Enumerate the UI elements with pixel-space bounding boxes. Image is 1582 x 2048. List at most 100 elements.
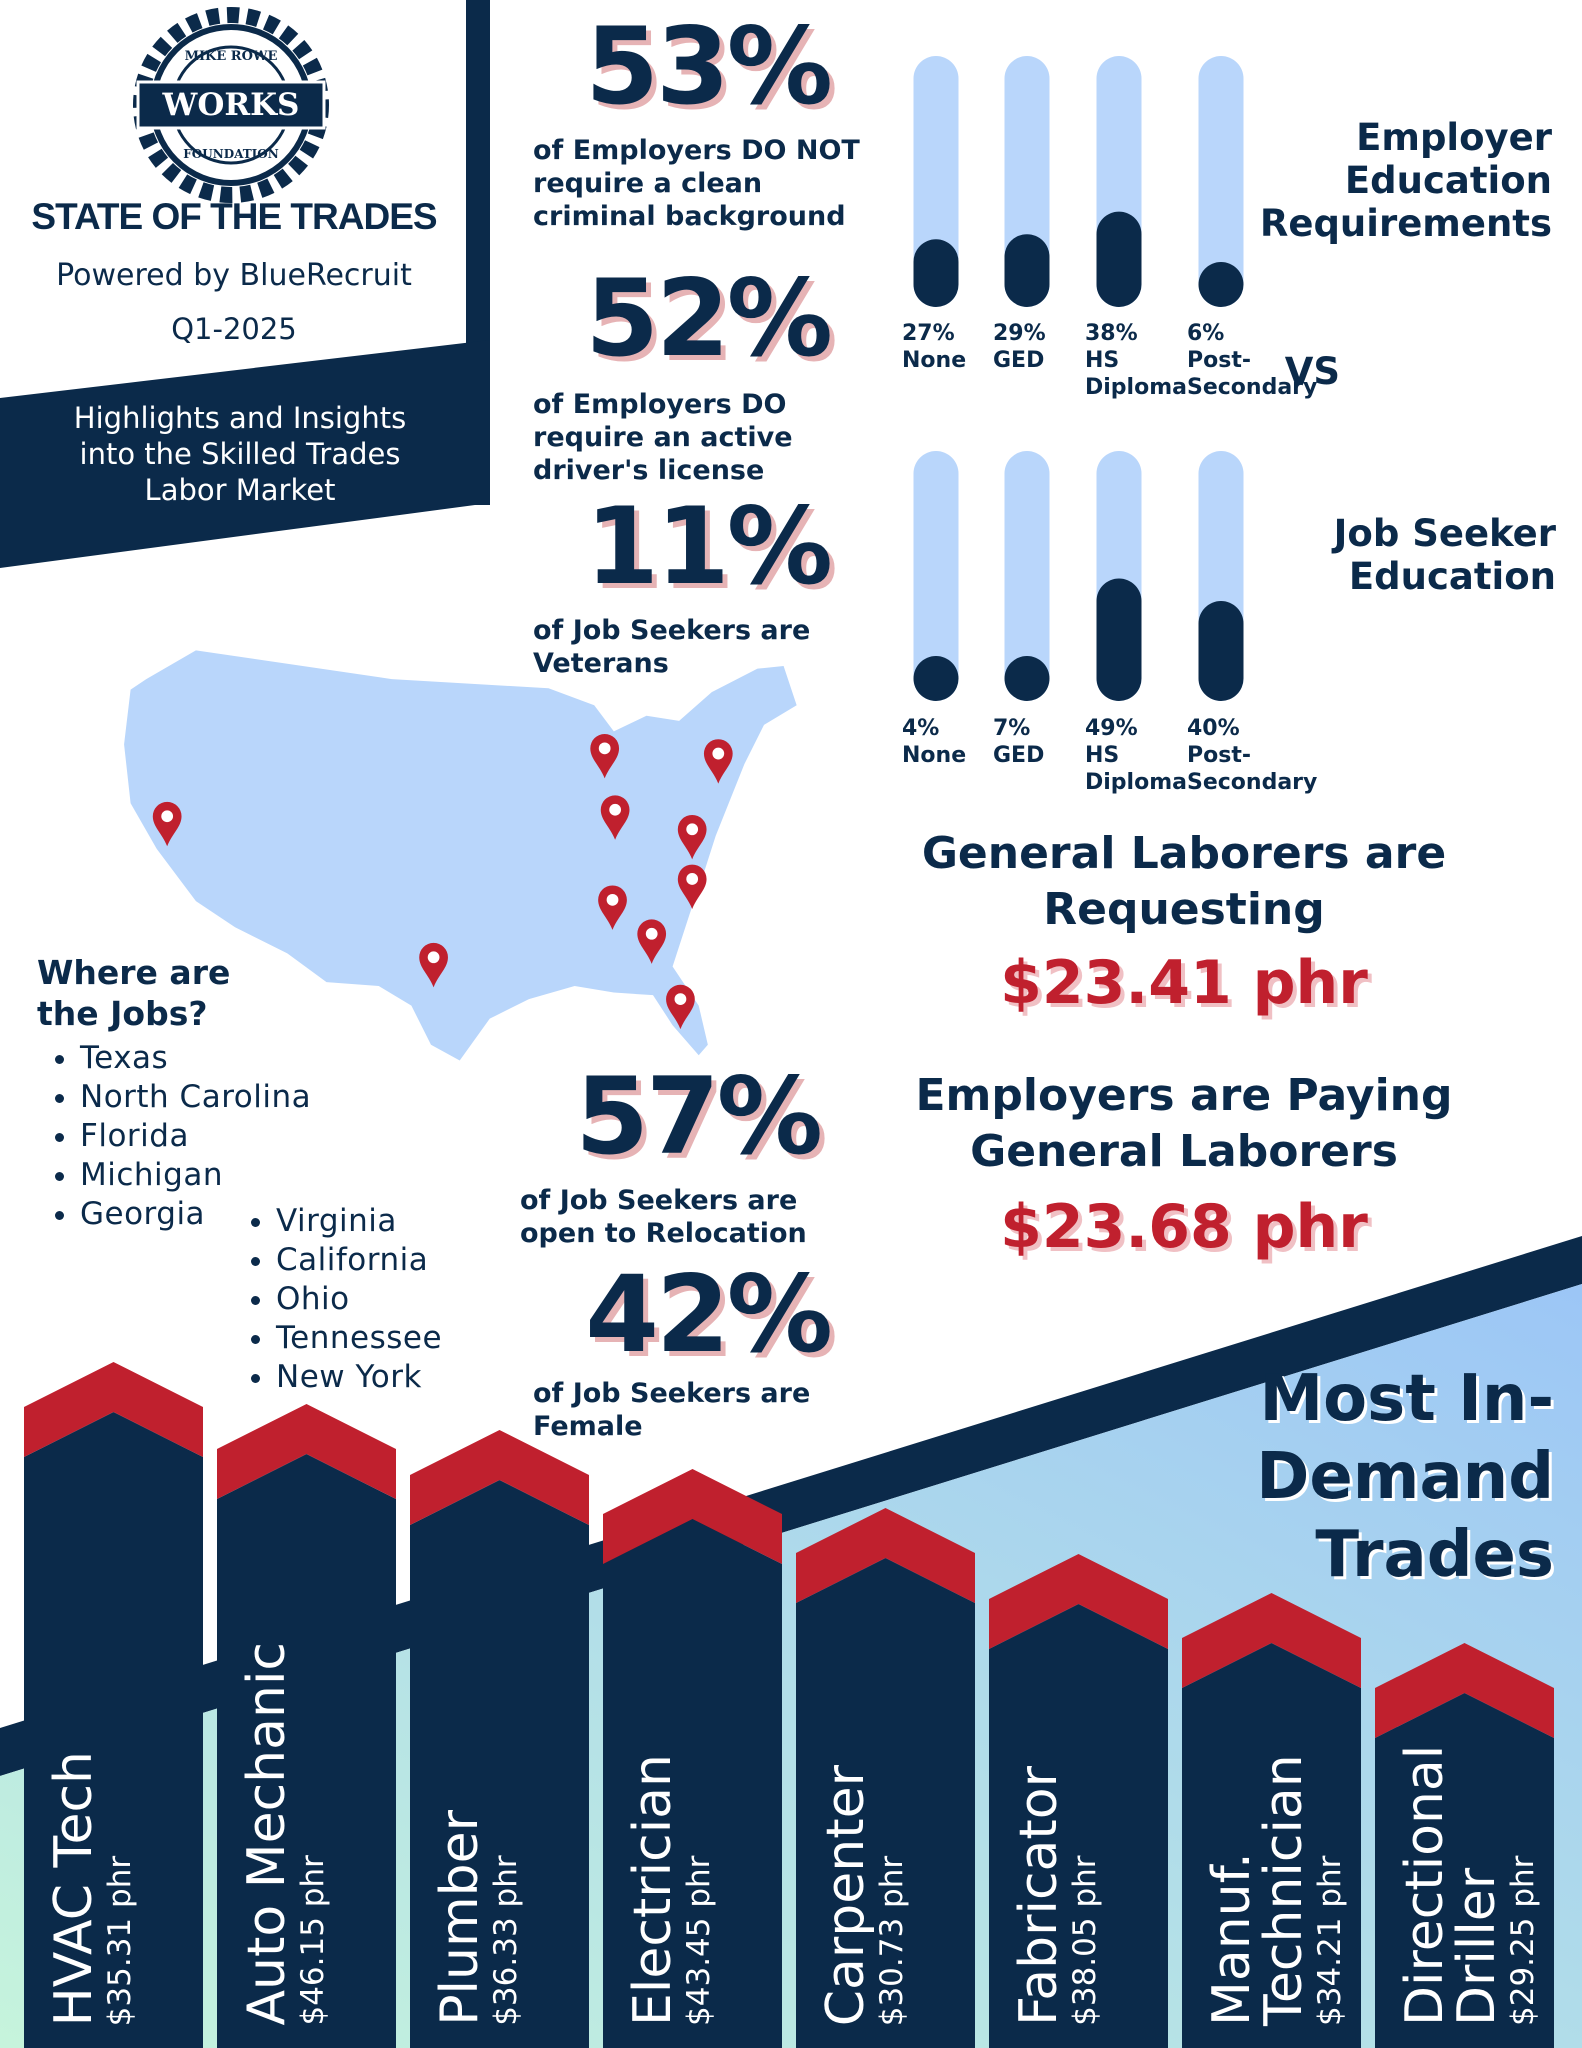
trade-chevron xyxy=(24,1362,203,1457)
trade-column xyxy=(603,1519,782,2048)
value-label: 4% xyxy=(902,716,940,741)
trade-column xyxy=(1182,1643,1361,2048)
map-pin xyxy=(598,885,627,930)
bar xyxy=(1004,656,1050,701)
trade-chevron xyxy=(989,1554,1168,1649)
value-label: 40% xyxy=(1187,716,1240,741)
stat-text: of Job Seekers are open to Relocation xyxy=(520,1185,807,1249)
category-label: HS Diploma xyxy=(1085,348,1187,400)
trade-name: Fabricator xyxy=(1009,1766,1069,2026)
map-pin-dot xyxy=(598,742,611,755)
bar-label: 27% None xyxy=(902,320,1014,374)
logo: MIKE ROWE WORKS FOUNDATION xyxy=(133,7,329,203)
trade-label: Fabricator $38.05 phr xyxy=(1009,1766,1105,2026)
value-label: 38% xyxy=(1085,321,1138,346)
tagline-band xyxy=(0,340,490,568)
stat-figure: 42% xyxy=(585,1253,833,1376)
location: Georgia xyxy=(80,1195,311,1234)
stat-figure: 53% xyxy=(585,5,833,128)
trade-columns xyxy=(24,1362,1554,2048)
bar xyxy=(1096,211,1142,307)
value-label: 7% xyxy=(993,716,1031,741)
wage-amount: $23.41 phr xyxy=(1000,948,1368,1018)
stat-text: of Employers DO NOT require a clean crim… xyxy=(533,135,860,232)
trade-wage: $35.31 phr xyxy=(102,1855,138,2026)
location: Tennessee xyxy=(276,1319,442,1358)
map-pin-dot xyxy=(674,993,687,1005)
trade-label: Carpenter $30.73 phr xyxy=(816,1764,912,2026)
bar-label: 38% HS Diploma xyxy=(1085,320,1197,401)
location: Texas xyxy=(80,1039,311,1078)
trade-wage: $30.73 phr xyxy=(874,1855,910,2026)
trade-label: Directional Driller $29.25 phr xyxy=(1395,1744,1543,2026)
trade-chevron xyxy=(410,1430,589,1525)
location: Virginia xyxy=(276,1202,442,1241)
subtitle: Powered by BlueRecruit xyxy=(56,258,412,293)
value-label: 29% xyxy=(993,321,1046,346)
category-label: HS Diploma xyxy=(1085,743,1187,795)
bar xyxy=(1198,601,1244,701)
trade-column xyxy=(1375,1693,1554,2048)
trade-label: HVAC Tech $35.31 phr xyxy=(44,1751,140,2026)
stat-text: of Job Seekers are Veterans xyxy=(533,615,811,679)
bar xyxy=(1198,262,1244,307)
trade-wage: $46.15 phr xyxy=(295,1855,331,2026)
tagline: Highlights and Insights into the Skilled… xyxy=(73,401,407,507)
trade-wage: $36.33 phr xyxy=(488,1855,524,2026)
stat-figure: 11% xyxy=(585,485,833,608)
bar-label: 49% HS Diploma xyxy=(1085,715,1197,796)
category-label: Post-Secondary xyxy=(1187,743,1318,795)
value-label: 27% xyxy=(902,321,955,346)
logo-top: MIKE ROWE xyxy=(185,49,278,64)
map-pin xyxy=(703,739,733,784)
map-pin-dot xyxy=(427,951,440,964)
map-pin-dot xyxy=(609,803,622,816)
map-pin xyxy=(590,733,620,779)
wage-amount: $23.68 phr xyxy=(1000,1192,1368,1262)
trade-column xyxy=(410,1480,589,2048)
trade-wage: $34.21 phr xyxy=(1312,1855,1348,2026)
stat-text: of Job Seekers are Female xyxy=(533,1378,811,1442)
location: New York xyxy=(276,1358,442,1397)
bar xyxy=(913,239,959,307)
bar-label: 29% GED xyxy=(993,320,1105,374)
trade-chevron xyxy=(217,1404,396,1499)
trade-chevron xyxy=(1375,1643,1554,1738)
category-label: GED xyxy=(993,743,1045,768)
jobs-heading: Where are the Jobs? xyxy=(37,953,231,1033)
trades-heading: Most In-Demand Trades xyxy=(1256,1362,1554,1592)
bar-label: 7% GED xyxy=(993,715,1105,769)
location: Florida xyxy=(80,1117,311,1156)
trade-wage: $38.05 phr xyxy=(1067,1855,1103,2026)
location-list: TexasNorth CarolinaFloridaMichiganGeorgi… xyxy=(44,1039,311,1234)
location: California xyxy=(276,1241,442,1280)
map-pin xyxy=(677,814,707,860)
bar xyxy=(913,656,959,701)
location: North Carolina xyxy=(80,1078,311,1117)
category-label: GED xyxy=(993,348,1045,373)
map-pin-dot xyxy=(161,810,174,823)
map-pin xyxy=(677,864,707,909)
trade-wage: $29.25 phr xyxy=(1505,1855,1541,2026)
map-pin-dot xyxy=(686,823,699,836)
vs-label: VS xyxy=(1284,350,1340,393)
trade-label: Auto Mechanic $46.15 phr xyxy=(237,1642,333,2026)
bar xyxy=(1004,234,1050,307)
location-list: VirginiaCaliforniaOhioTennesseeNew York xyxy=(240,1202,442,1397)
category-label: Post-Secondary xyxy=(1187,348,1318,400)
trade-chevron xyxy=(1182,1593,1361,1688)
stat-text: of Employers DO require an active driver… xyxy=(533,389,793,486)
title: STATE OF THE TRADES xyxy=(31,196,437,237)
trade-name: Manuf. Technician xyxy=(1202,1754,1314,2026)
trade-name: Directional Driller xyxy=(1395,1744,1507,2026)
trade-name: Carpenter xyxy=(816,1764,876,2026)
map-pin xyxy=(419,942,448,988)
value-label: 49% xyxy=(1085,716,1138,741)
bar-track xyxy=(913,451,959,701)
map-shape xyxy=(124,650,797,1061)
stat-figure: 57% xyxy=(575,1055,823,1178)
map-pin xyxy=(600,795,630,840)
trade-label: Plumber $36.33 phr xyxy=(430,1810,526,2026)
